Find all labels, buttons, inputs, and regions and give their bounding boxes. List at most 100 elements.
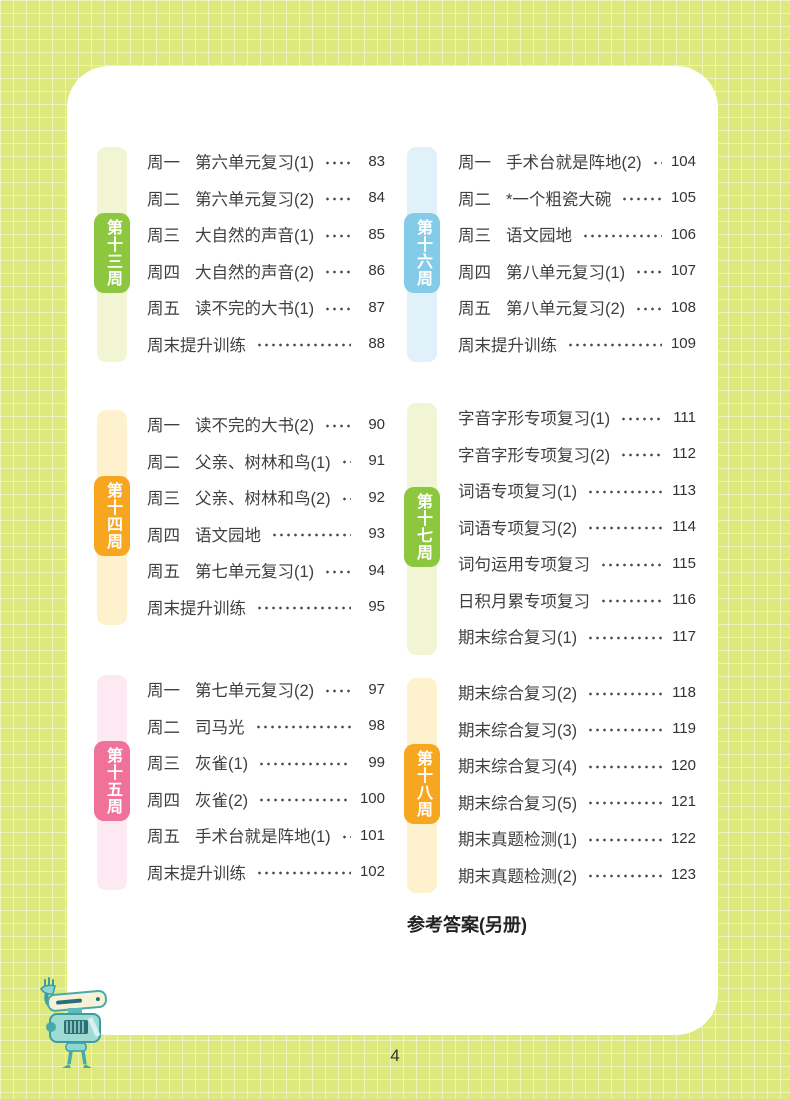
robot-mascot-icon xyxy=(26,974,108,1075)
dot-leader xyxy=(587,482,662,501)
toc-entry-page: 87 xyxy=(368,298,385,316)
toc-entry-day: 周二 xyxy=(147,453,180,472)
toc-entry-page: 84 xyxy=(368,189,385,207)
dot-leader xyxy=(567,336,662,355)
toc-entry-day: 周五 xyxy=(458,300,491,319)
toc-entry-title: 周末提升训练 xyxy=(147,599,246,618)
toc-entry: 周四 第八单元复习(1) 107 xyxy=(458,253,696,290)
dot-leader xyxy=(271,526,351,545)
dot-leader xyxy=(324,299,351,318)
toc-entry-page: 88 xyxy=(368,335,385,353)
week-tab: 第十八周 xyxy=(404,743,440,824)
week-tab-label: 第十三周 xyxy=(104,218,121,287)
dot-leader xyxy=(324,226,351,245)
toc-entry-title: 期末综合复习(5) xyxy=(458,794,578,813)
dot-leader xyxy=(600,592,662,611)
dot-leader xyxy=(324,681,351,700)
toc-entry-title: *一个粗瓷大碗 xyxy=(506,190,612,209)
dot-leader xyxy=(340,489,351,508)
toc-entry-title: 大自然的声音(2) xyxy=(195,263,315,282)
toc-entry-page: 97 xyxy=(368,680,385,698)
dot-leader xyxy=(587,830,662,849)
toc-entry-day: 周五 xyxy=(147,563,180,582)
toc-entry-title: 第六单元复习(2) xyxy=(195,190,315,209)
week-tab-label: 第十五周 xyxy=(104,746,121,815)
toc-entry: 周二 第六单元复习(2) 84 xyxy=(147,180,385,217)
toc-entry-title: 词语专项复习(2) xyxy=(458,519,578,538)
toc-entry-day: 周一 xyxy=(147,682,180,701)
dot-leader xyxy=(256,336,351,355)
dot-leader xyxy=(587,867,662,886)
dot-leader xyxy=(635,299,662,318)
toc-entry-page: 118 xyxy=(672,683,696,701)
dot-leader xyxy=(587,794,662,813)
week-tab-label: 第十七周 xyxy=(414,492,431,561)
toc-entry-day: 周一 xyxy=(458,154,491,173)
toc-entry-page: 83 xyxy=(368,152,385,170)
toc-entry: 周五 读不完的大书(1) 87 xyxy=(147,289,385,326)
dot-leader xyxy=(258,791,351,810)
toc-entry: 期末综合复习(3) 119 xyxy=(458,711,696,748)
toc-entry-page: 90 xyxy=(368,415,385,433)
toc-entry-title: 父亲、树林和鸟(1) xyxy=(195,453,331,472)
toc-entry-title: 第七单元复习(1) xyxy=(195,563,315,582)
toc-entry-page: 95 xyxy=(368,598,385,616)
toc-entry: 期末综合复习(2) 118 xyxy=(458,674,696,711)
toc-entry: 周三 语文园地 106 xyxy=(458,216,696,253)
toc-entry-page: 107 xyxy=(670,262,696,280)
toc-entry-day: 周二 xyxy=(147,190,180,209)
toc-entry-page: 119 xyxy=(672,720,696,738)
toc-entry-page: 122 xyxy=(670,829,696,847)
toc-entry-page: 117 xyxy=(672,627,696,645)
toc-entry: 周三 灰雀(1) 99 xyxy=(147,744,385,781)
week-tab: 第十四周 xyxy=(94,475,130,556)
toc-rows: 周一 手术台就是阵地(2) 104 周二 *一个粗瓷大碗 105 周三 语文园地 106 周四 第八… xyxy=(458,143,696,362)
toc-entry: 字音字形专项复习(1) 111 xyxy=(458,399,696,436)
toc-entry-page: 111 xyxy=(673,408,696,426)
toc-entry-page: 99 xyxy=(368,753,385,771)
toc-entry-page: 92 xyxy=(368,488,385,506)
toc-entry-day: 周四 xyxy=(458,263,491,282)
toc-entry: 周末提升训练 109 xyxy=(458,326,696,363)
dot-leader xyxy=(324,416,351,435)
toc-entry-page: 113 xyxy=(672,481,696,499)
dot-leader xyxy=(587,684,662,703)
toc-entry-title: 手术台就是阵地(2) xyxy=(506,154,642,173)
toc-entry: 周五 第七单元复习(1) 94 xyxy=(147,552,385,589)
toc-entry: 周四 灰雀(2) 100 xyxy=(147,781,385,818)
page-number: 4 xyxy=(390,1046,400,1065)
dot-leader xyxy=(635,263,662,282)
toc-entry-title: 父亲、树林和鸟(2) xyxy=(195,490,331,509)
toc-entry-title: 期末真题检测(2) xyxy=(458,867,578,886)
week-section: 第十五周 周一 第七单元复习(2) 97 周二 司马光 98 周三 灰雀(1) 99 周四 灰雀(2)… xyxy=(94,671,389,890)
content-card: 第十三周 周一 第六单元复习(1) 83 周二 第六单元复习(2) 84 周三 大自然的声音(1… xyxy=(67,66,718,1035)
toc-entry: 词语专项复习(2) 114 xyxy=(458,509,696,546)
toc-entry-title: 周末提升训练 xyxy=(147,336,246,355)
toc-entry-page: 91 xyxy=(368,452,385,470)
toc-entry-page: 94 xyxy=(368,561,385,579)
toc-entry-page: 116 xyxy=(672,591,696,609)
toc-entry-title: 第八单元复习(1) xyxy=(506,263,626,282)
toc-entry-title: 期末综合复习(4) xyxy=(458,758,578,777)
dot-leader xyxy=(324,153,351,172)
toc-entry-page: 112 xyxy=(672,445,696,463)
toc-entry-page: 100 xyxy=(359,790,385,808)
toc-entry: 周五 第八单元复习(2) 108 xyxy=(458,289,696,326)
dot-leader xyxy=(620,446,662,465)
week-section: 第十三周 周一 第六单元复习(1) 83 周二 第六单元复习(2) 84 周三 大自然的声音(1… xyxy=(94,143,389,362)
toc-entry: 期末综合复习(4) 120 xyxy=(458,747,696,784)
toc-rows: 周一 第七单元复习(2) 97 周二 司马光 98 周三 灰雀(1) 99 周四 灰雀(2) 100 周… xyxy=(147,671,385,890)
dot-leader xyxy=(620,409,662,428)
toc-entry-page: 114 xyxy=(672,518,696,536)
toc-entry-day: 周四 xyxy=(147,526,180,545)
toc-entry-page: 104 xyxy=(670,152,696,170)
toc-entry: 周四 大自然的声音(2) 86 xyxy=(147,253,385,290)
toc-entry: 周一 读不完的大书(2) 90 xyxy=(147,406,385,443)
toc-entry-title: 灰雀(2) xyxy=(195,791,249,810)
toc-entry-page: 106 xyxy=(670,225,696,243)
toc-entry: 周三 父亲、树林和鸟(2) 92 xyxy=(147,479,385,516)
toc-entry-page: 123 xyxy=(670,866,696,884)
toc-entry: 日积月累专项复习 116 xyxy=(458,582,696,619)
toc-entry-day: 周四 xyxy=(147,791,180,810)
toc-entry-page: 108 xyxy=(670,298,696,316)
